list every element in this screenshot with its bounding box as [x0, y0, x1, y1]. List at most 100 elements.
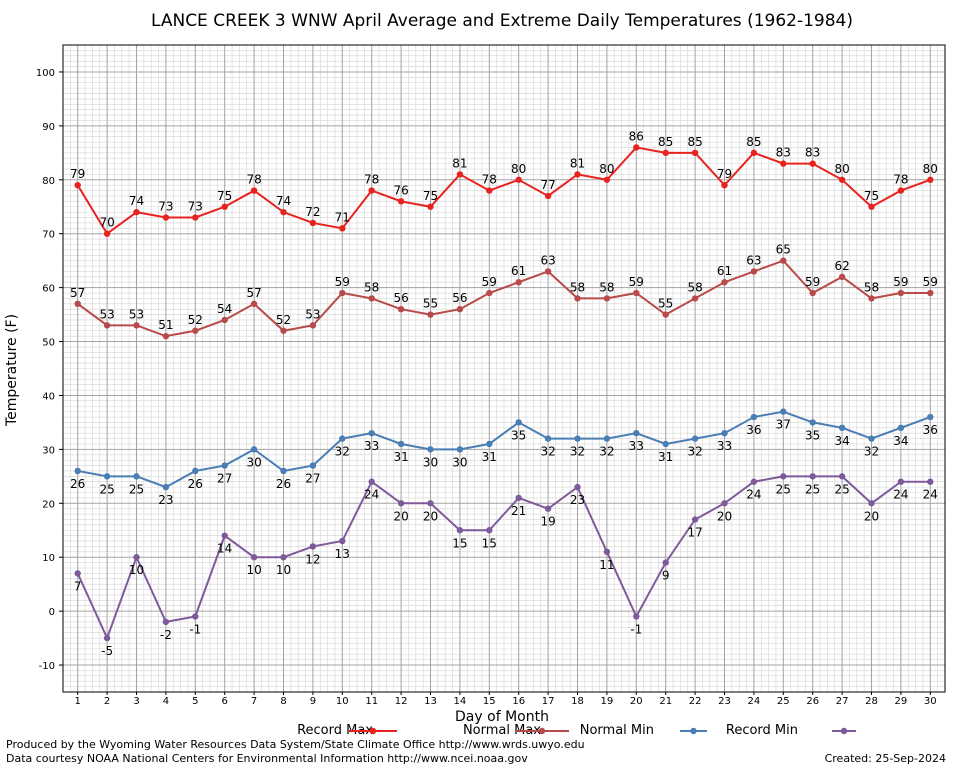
record-min-point [339, 537, 346, 545]
record-min-line [76, 475, 931, 641]
record-min-point [368, 478, 375, 485]
normal-max-point [574, 295, 581, 302]
normal-min-point [544, 435, 552, 442]
x-tick-label: 13 [424, 696, 437, 707]
normal-max-point [162, 332, 170, 340]
y-tick-label: 50 [42, 338, 55, 349]
normal-min-data-label: 34 [893, 434, 908, 448]
normal-max-data-label: 57 [246, 286, 261, 300]
created-date: Created: 25-Sep-2024 [825, 752, 946, 765]
normal-min-data-label: 35 [805, 428, 820, 442]
record-max-data-label: 79 [70, 167, 85, 181]
record-min-data-label: 25 [834, 482, 849, 496]
y-tick-label: 10 [42, 553, 55, 564]
normal-max-legend-marker [538, 727, 546, 735]
normal-min-legend-marker [690, 727, 697, 735]
normal-min-legend-label: Normal Min [580, 723, 654, 738]
x-tick-label: 8 [280, 696, 286, 707]
normal-max-data-label: 53 [99, 307, 114, 321]
record-max-data-label: 81 [570, 156, 585, 170]
normal-max-point [250, 300, 258, 307]
normal-min-point [927, 413, 934, 421]
normal-max-data-label: 59 [893, 275, 908, 289]
record-max-point [339, 225, 346, 232]
record-max-point [456, 171, 464, 178]
record-min-data-label: 24 [923, 488, 938, 502]
normal-max-data-label: 53 [129, 307, 144, 321]
normal-max-data-label: 58 [364, 280, 379, 294]
normal-max-data-label: 52 [188, 313, 203, 327]
record-max-point [544, 192, 552, 200]
record-min-data-label: 20 [393, 509, 408, 523]
record-max-data-label: 81 [452, 156, 467, 170]
record-max-data-label: 73 [188, 200, 203, 214]
normal-max-data-label: 58 [864, 280, 879, 294]
record-min-point [691, 516, 699, 523]
normal-max-data-label: 59 [629, 275, 644, 289]
normal-min-point [486, 440, 493, 448]
normal-min-point [397, 440, 405, 448]
record-min-data-label: 10 [129, 563, 144, 577]
record-max-data-label: 86 [629, 129, 644, 143]
record-min-point [250, 554, 258, 561]
normal-max-point [780, 257, 787, 264]
normal-min-data-label: 32 [540, 445, 555, 459]
record-min-data-label: 14 [217, 542, 232, 556]
normal-min-point [515, 419, 522, 426]
normal-min-data-label: 26 [70, 477, 85, 491]
normal-max-point [633, 289, 640, 297]
record-max-point [192, 214, 199, 221]
x-tick-label: 6 [222, 696, 228, 707]
record-max-point [103, 230, 111, 237]
y-tick-label: 30 [42, 445, 55, 456]
normal-min-point [456, 446, 464, 453]
x-tick-label: 5 [192, 696, 198, 707]
normal-min-data-label: 31 [482, 450, 497, 464]
record-min-point [515, 494, 522, 502]
x-tick-label: 22 [689, 696, 702, 707]
x-tick-label: 20 [630, 696, 643, 707]
normal-min-point [603, 435, 611, 442]
record-min-data-label: 10 [246, 563, 261, 577]
record-max-data-label: 76 [393, 183, 408, 197]
normal-min-data-label: 27 [217, 472, 232, 486]
record-min-legend-label: Record Min [726, 723, 798, 738]
record-max-legend-marker [369, 727, 377, 735]
normal-max-data-label: 58 [599, 280, 614, 294]
normal-max-data-label: 55 [423, 297, 438, 311]
x-tick-label: 2 [104, 696, 110, 707]
record-min-data-label: 17 [687, 525, 702, 539]
normal-max-point [427, 311, 434, 318]
record-max-data-label: 85 [658, 135, 673, 149]
record-max-point [74, 181, 81, 189]
record-max-data-label: 83 [776, 146, 791, 160]
record-max-legend-label: Record Max [297, 723, 373, 738]
normal-min-data-label: 37 [776, 418, 791, 432]
normal-min-point [897, 424, 905, 432]
normal-min-point [339, 435, 346, 442]
record-min-data-label: 7 [74, 579, 82, 593]
record-min-data-label: 11 [599, 558, 614, 572]
normal-min-point [427, 446, 434, 453]
normal-min-point [221, 462, 228, 469]
normal-min-data-label: 27 [305, 472, 320, 486]
normal-min-point [250, 446, 258, 453]
record-min-data-label: 23 [570, 493, 585, 507]
record-max-data-label: 72 [305, 205, 320, 219]
x-tick-label: 26 [806, 696, 819, 707]
record-min-data-label: 24 [746, 488, 761, 502]
normal-min-data-label: 32 [599, 445, 614, 459]
record-max-line [76, 146, 931, 236]
record-max-point [750, 149, 758, 157]
record-min-data-label: 15 [482, 536, 497, 550]
record-min-point [544, 505, 552, 512]
record-min-data-label: 19 [540, 515, 555, 529]
record-min-point [809, 473, 816, 480]
record-min-legend-marker [840, 727, 848, 735]
record-min-data-label: -1 [630, 623, 642, 637]
x-tick-label: 10 [336, 696, 349, 707]
record-max-data-label: 75 [864, 189, 879, 203]
record-min-data-label: -1 [189, 623, 201, 637]
